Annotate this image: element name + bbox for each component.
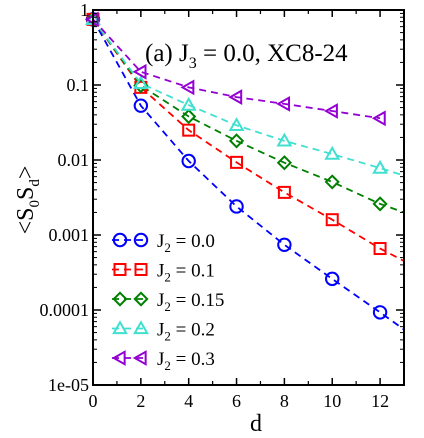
y-tick-label: 0.001: [49, 225, 90, 245]
series-4-point: [324, 103, 338, 119]
series-3-point: [324, 145, 341, 160]
y-tick-label: 1: [80, 0, 89, 20]
series-3-point: [372, 159, 389, 174]
legend-label: J2 = 0.0: [157, 231, 215, 255]
x-tick-label: 12: [371, 391, 389, 411]
x-tick-label: 0: [89, 391, 98, 411]
series-0-point: [229, 199, 244, 214]
legend: J2 = 0.0 J2 = 0.1 J2 = 0.15 J2 = 0.2 J2 = 0.…: [111, 231, 224, 373]
legend-marker: [133, 291, 149, 307]
legend-marker: [133, 320, 149, 335]
x-tick-label: 10: [323, 391, 341, 411]
series-2-point: [276, 155, 292, 171]
series-0-point: [133, 98, 149, 113]
legend-marker: [112, 232, 128, 248]
x-tick-label: 2: [136, 391, 145, 411]
series-4-point: [132, 63, 147, 80]
series-3-point: [180, 96, 197, 111]
series-1-point: [182, 123, 196, 137]
y-axis-label: <S0Sd>: [13, 166, 43, 235]
legend-marker: [113, 263, 127, 276]
legend-marker: [132, 350, 147, 366]
series-line-2: [92, 18, 405, 214]
series-2-point: [324, 174, 340, 190]
series-0-point: [181, 153, 196, 169]
series-line-4: [92, 18, 381, 120]
x-tick-label: 8: [280, 391, 289, 411]
series-line-0: [92, 18, 405, 331]
series-line-3: [92, 18, 405, 177]
series-1-point: [277, 185, 291, 199]
x-tick-label: 6: [232, 391, 241, 411]
series-4-point: [276, 95, 291, 112]
legend-marker: [133, 232, 149, 248]
series-4-point: [180, 79, 195, 96]
series-4-point: [371, 110, 386, 127]
series-3-point: [132, 75, 149, 90]
legend-label: J2 = 0.1: [157, 261, 215, 285]
legend-marker: [112, 291, 128, 307]
y-tick-label: 0.0001: [40, 300, 90, 320]
x-tick-label: 4: [184, 391, 193, 411]
series-line-1: [92, 18, 405, 262]
y-axis-ticks: 1 0.1 0.01 0.001 0.0001 1e-05: [40, 0, 404, 395]
series-1-point: [373, 242, 387, 256]
legend-marker: [134, 263, 148, 276]
chart-title: (a) J3 = 0.0, XC8-24: [145, 40, 348, 72]
series-2-point: [181, 108, 197, 125]
legend-marker: [111, 350, 126, 366]
legend-label: J2 = 0.15: [157, 290, 224, 314]
legend-label: J2 = 0.3: [157, 349, 215, 373]
y-tick-label: 0.1: [67, 75, 90, 95]
series-2-point: [372, 196, 388, 212]
y-tick-label: 0.01: [58, 150, 90, 170]
y-tick-label: 1e-05: [48, 375, 89, 395]
legend-label: J2 = 0.2: [157, 320, 215, 344]
series-0-point: [277, 237, 292, 253]
series-3-point: [228, 117, 245, 131]
series-1-point: [325, 213, 339, 227]
fit-lines: [92, 18, 405, 331]
legend-marker: [112, 320, 128, 335]
series-0-point: [325, 271, 340, 287]
series-3-point: [276, 132, 293, 147]
series-4-point: [228, 89, 243, 106]
plot-frame: [92, 9, 405, 386]
series-0-point: [372, 305, 388, 320]
x-axis-label: d: [250, 411, 262, 437]
x-axis-ticks: 0 2 4 6 8 10 12: [89, 10, 389, 411]
series-2-point: [228, 133, 245, 149]
series-1-point: [230, 155, 244, 169]
